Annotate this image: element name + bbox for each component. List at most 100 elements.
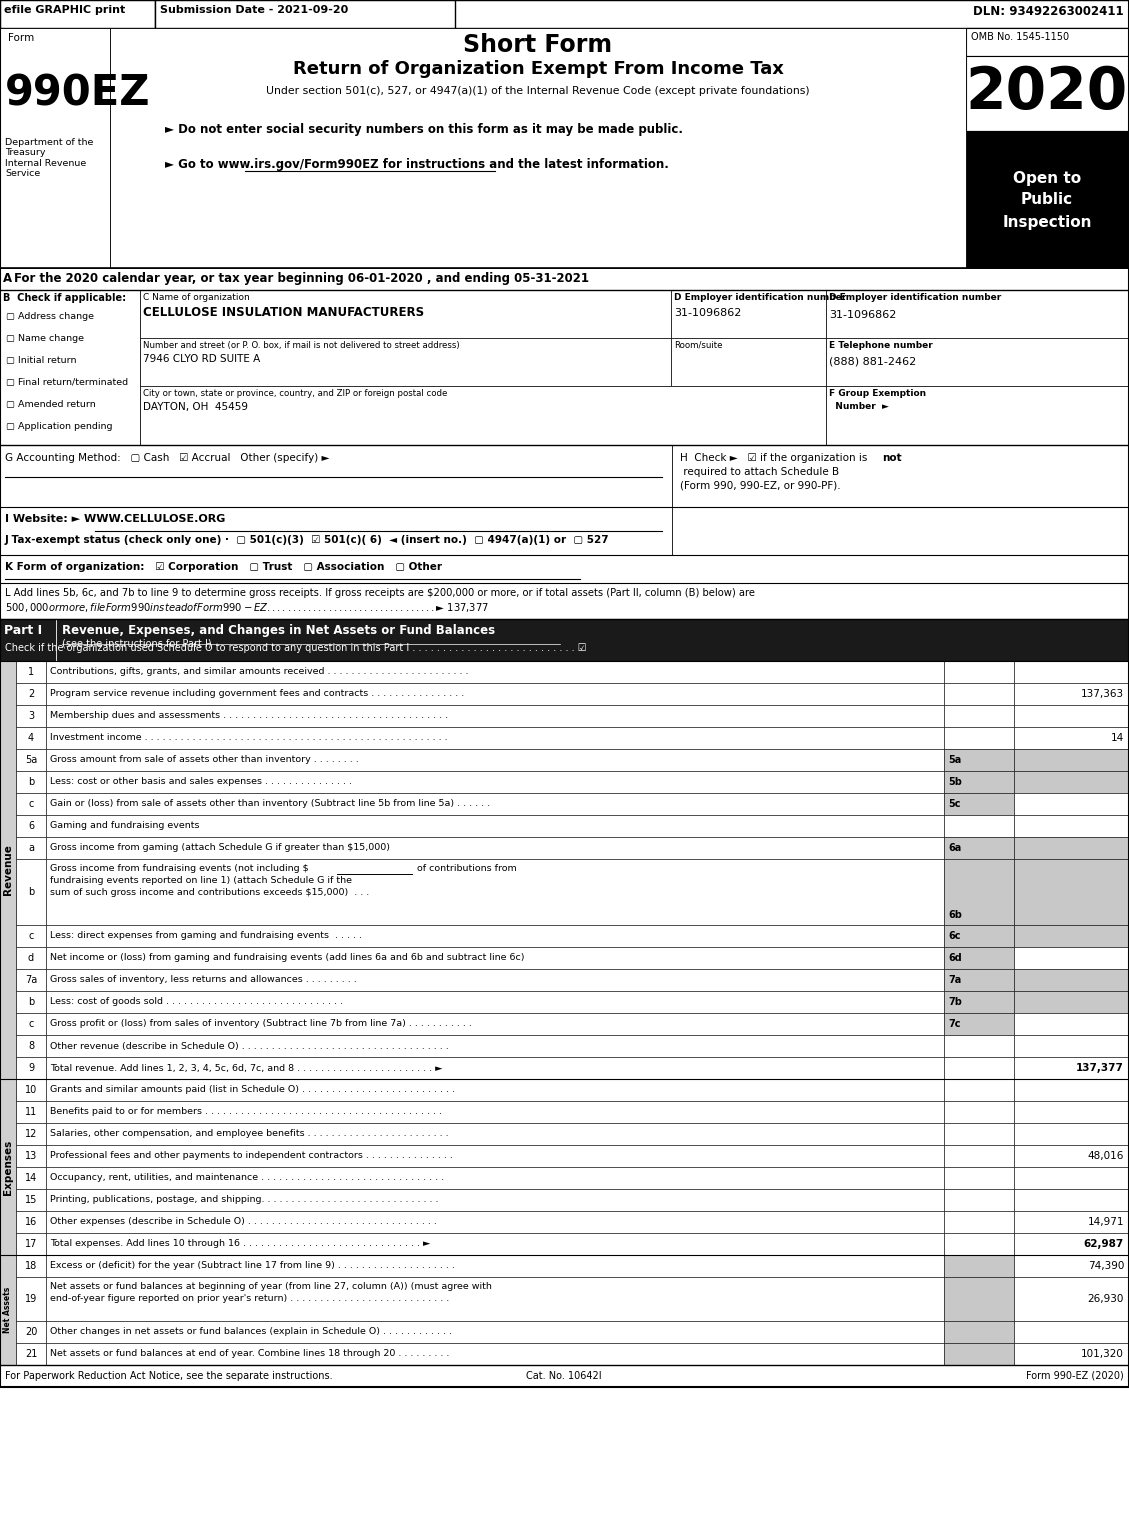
Text: Net assets or fund balances at beginning of year (from line 27, column (A)) (mus: Net assets or fund balances at beginning… xyxy=(50,1283,492,1290)
Text: Printing, publications, postage, and shipping. . . . . . . . . . . . . . . . . .: Printing, publications, postage, and shi… xyxy=(50,1196,438,1205)
Text: 15: 15 xyxy=(25,1196,37,1205)
Bar xyxy=(1014,727,1129,750)
Bar xyxy=(1014,661,1129,683)
Bar xyxy=(16,1167,46,1190)
Bar xyxy=(46,771,944,793)
Bar xyxy=(46,1145,944,1167)
Text: L Add lines 5b, 6c, and 7b to line 9 to determine gross receipts. If gross recei: L Add lines 5b, 6c, and 7b to line 9 to … xyxy=(5,588,755,599)
Text: Inspection: Inspection xyxy=(1003,214,1092,229)
Bar xyxy=(1014,947,1129,970)
Text: (Form 990, 990-EZ, or 990-PF).: (Form 990, 990-EZ, or 990-PF). xyxy=(680,481,841,492)
Bar xyxy=(16,1190,46,1211)
Text: Gross amount from sale of assets other than inventory . . . . . . . .: Gross amount from sale of assets other t… xyxy=(50,756,359,765)
Text: Open to: Open to xyxy=(1013,171,1082,185)
Bar xyxy=(944,1122,1014,1145)
Bar xyxy=(46,1344,944,1365)
Bar xyxy=(944,860,1014,925)
Bar xyxy=(0,618,1129,661)
Text: Less: cost or other basis and sales expenses . . . . . . . . . . . . . . .: Less: cost or other basis and sales expe… xyxy=(50,777,352,786)
Bar xyxy=(1014,1167,1129,1190)
Text: 31-1096862: 31-1096862 xyxy=(829,310,896,321)
Bar xyxy=(944,970,1014,991)
Text: D Employer identification number: D Employer identification number xyxy=(829,293,1001,302)
Bar xyxy=(1014,1012,1129,1035)
Bar xyxy=(0,618,56,661)
Bar xyxy=(944,1167,1014,1190)
Bar xyxy=(944,1321,1014,1344)
Bar xyxy=(0,0,155,27)
Text: Revenue, Expenses, and Changes in Net Assets or Fund Balances: Revenue, Expenses, and Changes in Net As… xyxy=(62,625,496,637)
Text: (see the instructions for Part I): (see the instructions for Part I) xyxy=(62,638,211,649)
Text: 11: 11 xyxy=(25,1107,37,1116)
Text: 6b: 6b xyxy=(948,910,962,919)
Bar xyxy=(16,815,46,837)
Text: Gross sales of inventory, less returns and allowances . . . . . . . . .: Gross sales of inventory, less returns a… xyxy=(50,976,357,985)
Text: Total expenses. Add lines 10 through 16 . . . . . . . . . . . . . . . . . . . . : Total expenses. Add lines 10 through 16 … xyxy=(50,1240,430,1249)
Text: Room/suite: Room/suite xyxy=(674,341,723,350)
Text: 20: 20 xyxy=(25,1327,37,1338)
Text: Part I: Part I xyxy=(5,625,42,637)
Text: Net income or (loss) from gaming and fundraising events (add lines 6a and 6b and: Net income or (loss) from gaming and fun… xyxy=(50,953,525,962)
Text: C Name of organization: C Name of organization xyxy=(143,293,250,302)
Bar xyxy=(46,925,944,947)
Bar xyxy=(46,683,944,705)
Text: ▢ Amended return: ▢ Amended return xyxy=(6,400,96,409)
Bar xyxy=(1014,1145,1129,1167)
Text: DAYTON, OH  45459: DAYTON, OH 45459 xyxy=(143,402,248,412)
Bar xyxy=(16,1344,46,1365)
Text: 7946 CLYO RD SUITE A: 7946 CLYO RD SUITE A xyxy=(143,354,261,363)
Text: required to attach Schedule B: required to attach Schedule B xyxy=(680,467,839,476)
Text: Salaries, other compensation, and employee benefits . . . . . . . . . . . . . . : Salaries, other compensation, and employ… xyxy=(50,1130,448,1139)
Text: G Accounting Method:   ▢ Cash   ☑ Accrual   Other (specify) ►: G Accounting Method: ▢ Cash ☑ Accrual Ot… xyxy=(5,454,330,463)
Bar xyxy=(46,1057,944,1080)
Bar xyxy=(16,1057,46,1080)
Bar xyxy=(16,1080,46,1101)
Text: Form: Form xyxy=(8,34,34,43)
Bar xyxy=(46,1211,944,1232)
Bar xyxy=(16,727,46,750)
Bar xyxy=(966,131,1129,269)
Text: 14,971: 14,971 xyxy=(1087,1217,1124,1228)
Bar xyxy=(966,27,1129,56)
Bar xyxy=(140,290,671,337)
Bar xyxy=(46,1035,944,1057)
Bar xyxy=(1014,1035,1129,1057)
Text: Other revenue (describe in Schedule O) . . . . . . . . . . . . . . . . . . . . .: Other revenue (describe in Schedule O) .… xyxy=(50,1041,448,1051)
Bar xyxy=(16,1145,46,1167)
Bar xyxy=(944,1101,1014,1122)
Bar xyxy=(0,507,1129,554)
Text: end-of-year figure reported on prior year's return) . . . . . . . . . . . . . . : end-of-year figure reported on prior yea… xyxy=(50,1293,449,1303)
Bar xyxy=(1014,970,1129,991)
Bar xyxy=(16,1211,46,1232)
Bar xyxy=(46,1255,944,1277)
Text: 48,016: 48,016 xyxy=(1087,1151,1124,1161)
Bar xyxy=(1014,771,1129,793)
Text: 74,390: 74,390 xyxy=(1087,1261,1124,1270)
Bar xyxy=(1014,1211,1129,1232)
Bar xyxy=(944,1255,1014,1277)
Bar xyxy=(1014,1232,1129,1255)
Bar xyxy=(944,947,1014,970)
Text: 13: 13 xyxy=(25,1151,37,1161)
Bar xyxy=(1014,1101,1129,1122)
Text: Membership dues and assessments . . . . . . . . . . . . . . . . . . . . . . . . : Membership dues and assessments . . . . … xyxy=(50,712,448,721)
Bar xyxy=(944,1035,1014,1057)
Text: Gain or (loss) from sale of assets other than inventory (Subtract line 5b from l: Gain or (loss) from sale of assets other… xyxy=(50,800,490,808)
Text: A: A xyxy=(3,272,12,286)
Bar xyxy=(16,705,46,727)
Text: Other changes in net assets or fund balances (explain in Schedule O) . . . . . .: Other changes in net assets or fund bala… xyxy=(50,1327,452,1336)
Text: a: a xyxy=(28,843,34,854)
Text: 4: 4 xyxy=(28,733,34,744)
Bar xyxy=(944,1080,1014,1101)
Text: ▢ Application pending: ▢ Application pending xyxy=(6,421,113,431)
Text: c: c xyxy=(28,1019,34,1029)
Text: D Employer identification number: D Employer identification number xyxy=(674,293,847,302)
Text: Gaming and fundraising events: Gaming and fundraising events xyxy=(50,822,200,831)
Bar xyxy=(1014,1321,1129,1344)
Bar xyxy=(46,970,944,991)
Text: Public: Public xyxy=(1021,192,1073,208)
Bar xyxy=(0,583,1129,618)
Bar xyxy=(826,337,1129,386)
Text: ► Do not enter social security numbers on this form as it may be made public.: ► Do not enter social security numbers o… xyxy=(165,124,683,136)
Bar xyxy=(671,337,826,386)
